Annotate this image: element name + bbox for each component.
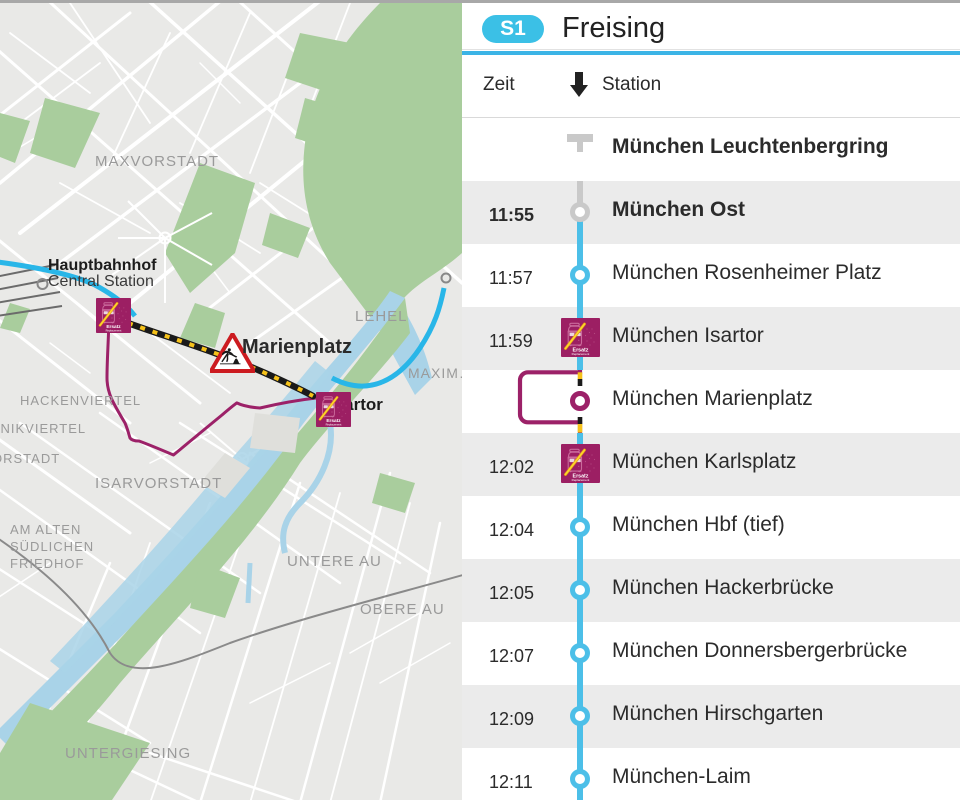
svg-text:Replacement: Replacement (326, 422, 342, 426)
svg-text:Replacement: Replacement (572, 478, 590, 482)
svg-text:Replacement: Replacement (572, 352, 590, 356)
svg-text:Replacement: Replacement (106, 328, 122, 332)
